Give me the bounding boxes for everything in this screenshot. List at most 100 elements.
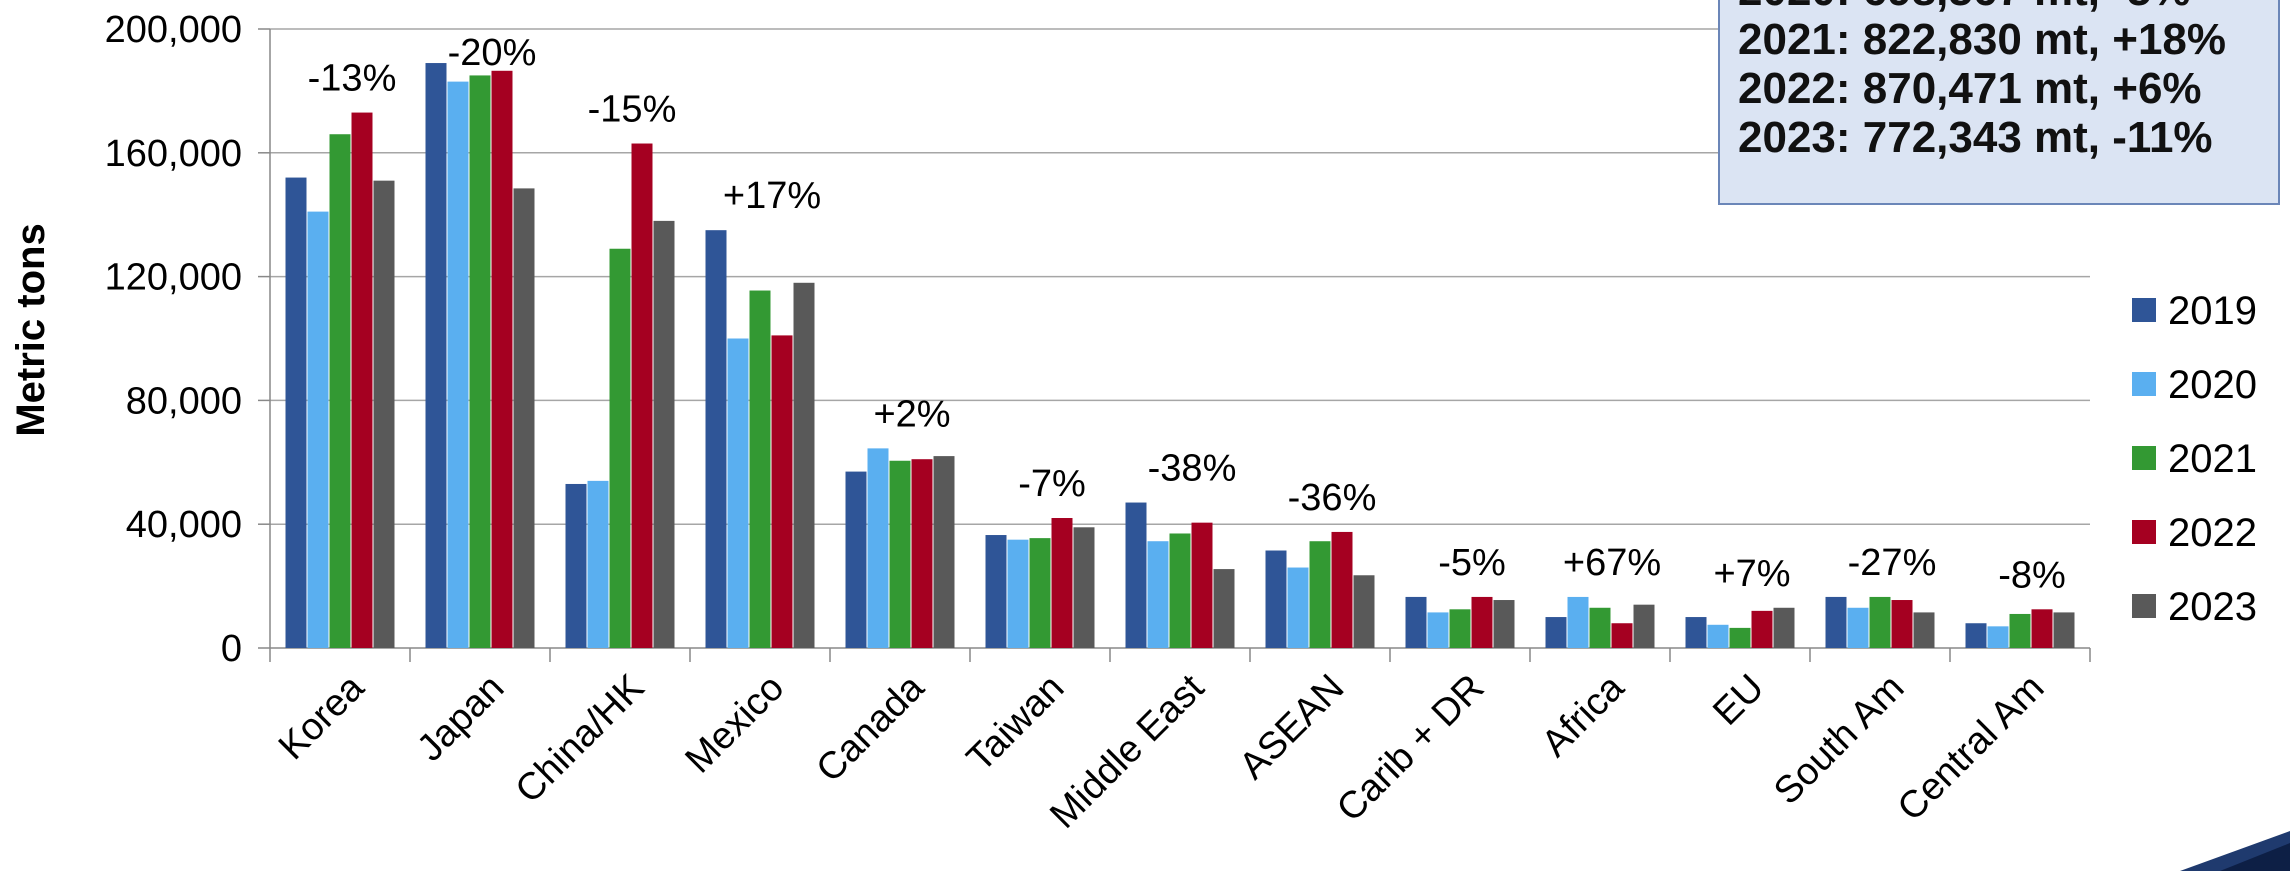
- bar-2021: [1169, 533, 1191, 648]
- bar-2022: [2031, 609, 2053, 648]
- bar-2023: [653, 220, 675, 648]
- change-label: -15%: [588, 89, 677, 131]
- legend-swatch-2022: [2132, 520, 2156, 544]
- legend-label-2023: 2023: [2168, 585, 2257, 629]
- y-tick-label: 160,000: [105, 133, 242, 175]
- bar-2022: [351, 112, 373, 648]
- y-axis-label: Metric tons: [9, 223, 53, 436]
- bar-2019: [285, 177, 307, 648]
- bar-2020: [1147, 541, 1169, 648]
- bar-2023: [1493, 600, 1515, 648]
- totals-info-box: 2020: 698,567 mt, -5% 2021: 822,830 mt, …: [1718, 0, 2280, 205]
- bar-2022: [911, 459, 933, 648]
- bar-2021: [1309, 541, 1331, 648]
- y-tick-label: 0: [221, 628, 242, 670]
- x-category-label: China/HK: [508, 667, 653, 812]
- bar-2022: [1611, 623, 1633, 648]
- bar-2023: [1913, 612, 1935, 648]
- change-label: +2%: [873, 393, 950, 435]
- bar-2023: [1213, 569, 1235, 648]
- bar-2020: [447, 81, 469, 649]
- bar-2019: [1685, 617, 1707, 648]
- bar-2021: [1029, 538, 1051, 648]
- bar-2023: [1633, 604, 1655, 648]
- x-category-label: Central Am: [1890, 667, 2053, 830]
- bar-2023: [373, 180, 395, 648]
- change-label: -7%: [1018, 463, 1086, 505]
- legend-swatch-2023: [2132, 594, 2156, 618]
- bar-2020: [1847, 607, 1869, 648]
- y-tick-label: 80,000: [126, 380, 242, 422]
- bar-2021: [1449, 609, 1471, 648]
- x-category-label: Canada: [809, 666, 933, 790]
- change-label: -36%: [1288, 477, 1377, 519]
- x-category-label: Mexico: [678, 667, 793, 782]
- bar-2021: [609, 248, 631, 648]
- change-label: -8%: [1998, 554, 2066, 596]
- bar-2020: [1287, 567, 1309, 648]
- change-label: -38%: [1148, 448, 1237, 490]
- bar-2022: [491, 70, 513, 649]
- change-label: -5%: [1438, 542, 1506, 584]
- bar-2020: [1707, 624, 1729, 648]
- bar-2023: [1073, 527, 1095, 648]
- bar-2021: [1869, 596, 1891, 648]
- bar-2020: [1567, 596, 1589, 648]
- bar-2023: [513, 188, 535, 648]
- y-tick-label: 40,000: [126, 504, 242, 546]
- bar-2020: [867, 448, 889, 648]
- bar-2020: [1987, 626, 2009, 648]
- legend-label-2021: 2021: [2168, 437, 2257, 481]
- bar-2020: [307, 211, 329, 649]
- corner-decoration: [2180, 831, 2290, 871]
- bar-2019: [1965, 623, 1987, 648]
- bar-2022: [771, 335, 793, 648]
- x-category-label: Korea: [271, 666, 373, 768]
- bar-2019: [705, 230, 727, 649]
- legend-label-2022: 2022: [2168, 511, 2257, 555]
- legend-swatch-2020: [2132, 372, 2156, 396]
- bar-2023: [1773, 607, 1795, 648]
- bar-2022: [1191, 522, 1213, 648]
- x-category-label: Carib + DR: [1329, 667, 1492, 830]
- y-tick-label: 200,000: [105, 9, 242, 51]
- bar-2022: [1331, 531, 1353, 648]
- bar-2022: [1891, 600, 1913, 648]
- bar-2019: [985, 535, 1007, 648]
- change-label: +7%: [1713, 553, 1790, 595]
- bar-2021: [889, 460, 911, 648]
- bar-2022: [631, 143, 653, 648]
- bar-2023: [933, 456, 955, 648]
- bar-2021: [749, 290, 771, 648]
- info-line-2022: 2022: 870,471 mt, +6%: [1738, 64, 2202, 113]
- bar-2019: [565, 483, 587, 648]
- bar-2023: [2053, 612, 2075, 648]
- info-line-2020: 2020: 698,567 mt, -5%: [1738, 0, 2278, 15]
- x-category-label: ASEAN: [1232, 667, 1353, 788]
- change-label: -27%: [1848, 542, 1937, 584]
- bar-2020: [1007, 539, 1029, 648]
- bar-2020: [1427, 612, 1449, 648]
- info-line-2023: 2023: 772,343 mt, -11%: [1738, 113, 2213, 162]
- legend: 2019 2020 2021 2022 2023: [2132, 289, 2257, 629]
- bar-2019: [1265, 550, 1287, 648]
- bar-2021: [1729, 627, 1751, 648]
- info-line-2021: 2021: 822,830 mt, +18%: [1738, 15, 2227, 64]
- bar-2022: [1471, 596, 1493, 648]
- x-category-label: Taiwan: [959, 667, 1072, 780]
- change-label: +17%: [723, 175, 821, 217]
- bar-2023: [793, 282, 815, 648]
- bar-2019: [845, 471, 867, 648]
- change-label: -13%: [308, 58, 397, 100]
- bar-2023: [1353, 575, 1375, 648]
- bar-2020: [727, 338, 749, 648]
- change-label: -20%: [448, 32, 537, 74]
- legend-swatch-2021: [2132, 446, 2156, 470]
- x-category-label: EU: [1705, 667, 1772, 734]
- legend-swatch-2019: [2132, 298, 2156, 322]
- bar-2019: [425, 63, 447, 649]
- legend-label-2020: 2020: [2168, 363, 2257, 407]
- x-category-label: South Am: [1766, 667, 1912, 813]
- bar-2019: [1545, 617, 1567, 648]
- bar-2020: [587, 480, 609, 648]
